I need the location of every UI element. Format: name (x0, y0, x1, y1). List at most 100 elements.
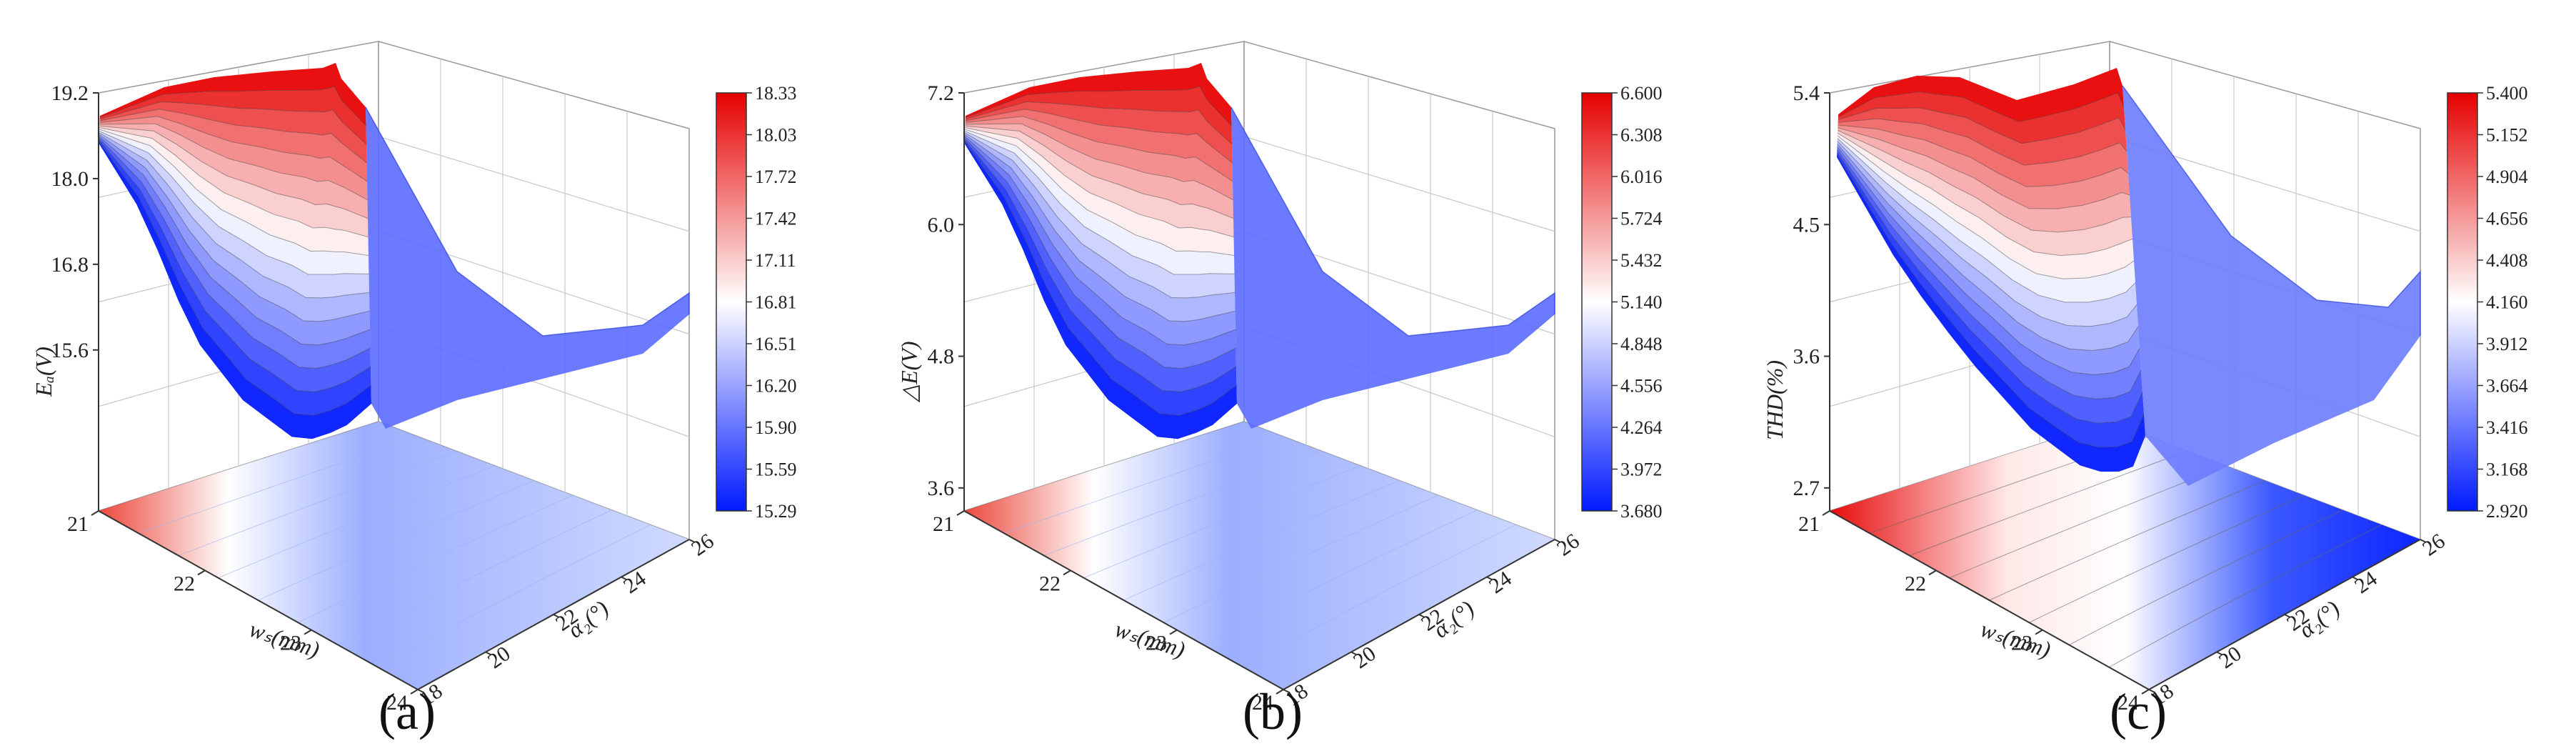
colorbar-tick-label: 5.140 (1620, 292, 1663, 313)
surface-band (965, 63, 1232, 126)
floor-contour-line (2029, 494, 2305, 623)
panel-label: (a) (379, 683, 436, 740)
surface-band (99, 101, 367, 163)
surface-contour-line (963, 139, 1237, 393)
surface-band (1838, 119, 2128, 187)
surface-contour-line (965, 127, 1234, 238)
surface-band (1837, 138, 2137, 327)
y-tick-mark (1350, 651, 1358, 656)
surface-contour-line (99, 116, 368, 182)
colorbar-tick-label: 6.308 (1620, 125, 1663, 146)
surface-contour-line (1837, 141, 2138, 327)
surface-contour-line (965, 109, 1233, 164)
surface-band (964, 137, 1236, 392)
floor-contour-line (338, 509, 612, 645)
floor-contour-line (138, 436, 418, 534)
surface-contour-line (965, 125, 1234, 219)
surface-contour-line (98, 141, 371, 416)
x-tick-label: 24 (386, 691, 408, 715)
surface-contour-line (99, 132, 370, 299)
colorbar-tick-label: 5.432 (1620, 250, 1663, 271)
surface-band (965, 109, 1233, 181)
surface-band (99, 127, 369, 256)
floor-contour-line (1163, 494, 1439, 623)
surface-contour-line (964, 134, 1236, 322)
floor-contour-line (1203, 509, 1478, 645)
chart-panel-c: 5.44.53.62.7THD(%)21222324wₛ(mm)18202224… (1762, 41, 2528, 740)
surface-band (964, 132, 1236, 322)
floor-contour-line (2069, 509, 2343, 645)
surface-contour-line (963, 141, 1237, 416)
z-tick-label: 4.5 (1793, 213, 1820, 237)
x-tick-label: 24 (2118, 691, 2139, 715)
colorbar-tick-label: 4.160 (2486, 292, 2528, 313)
surface-contour-line (99, 123, 368, 201)
surface-band (1837, 146, 2141, 399)
floor-contour-line (258, 480, 534, 601)
surface-contour-line (99, 101, 367, 145)
y-tick-mark (553, 614, 560, 618)
colorbar-tick-label: 15.90 (755, 417, 797, 438)
chart-panel-b: 7.26.04.83.6△E(V)21222324wₛ(mm)182022242… (896, 41, 1663, 740)
floor-contour-line (377, 524, 651, 668)
y-tick-mark (1554, 539, 1561, 543)
colorbar-tick-label: 17.42 (755, 209, 797, 229)
surface-band (965, 126, 1234, 237)
surface-contour-line (99, 129, 369, 256)
z-tick-label: 4.8 (928, 345, 955, 369)
floor-contour-map (99, 422, 689, 690)
floor-contour-line (1949, 465, 2227, 579)
colorbar-tick-label: 6.600 (1620, 83, 1663, 104)
x-tick-mark (1822, 510, 1830, 516)
colorbar-tick-label: 16.81 (755, 292, 797, 313)
surface-flank (2123, 86, 2420, 486)
surface-contour-line (965, 101, 1233, 145)
surface-contour-line (1837, 135, 2135, 279)
y-tick-mark (2352, 576, 2359, 581)
x-axis-line (98, 510, 419, 690)
surface-contour-line (964, 136, 1236, 346)
surface-band (1838, 127, 2131, 232)
surface-contour-line (964, 130, 1235, 275)
colorbar (1581, 92, 1613, 512)
colorbar-tick-label: 5.400 (2486, 83, 2528, 104)
y-tick-mark (2216, 651, 2223, 656)
z-axis-label: Eₐ(V) (31, 347, 56, 397)
surface-band (1838, 68, 2124, 122)
surface-contour-line (99, 136, 371, 346)
surface-contour-line (964, 137, 1236, 369)
surface-contour-line (964, 129, 1235, 256)
x-tick-mark (91, 510, 99, 516)
surface-band (99, 129, 369, 274)
colorbar-tick-label: 18.33 (755, 83, 797, 104)
x-tick-mark (1063, 570, 1071, 576)
x-tick-mark (956, 510, 965, 516)
x-tick-label: 23 (1146, 632, 1167, 655)
surface-contour-line (99, 86, 366, 126)
x-tick-mark (1928, 570, 1937, 576)
surface-band (99, 124, 369, 219)
surface-band (99, 139, 371, 416)
surface-contour-line (1836, 151, 2143, 424)
surface-ridge (1231, 106, 1555, 337)
surface-band (99, 86, 367, 144)
colorbar-tick-label: 16.20 (755, 376, 797, 397)
floor-contour-line (218, 465, 496, 579)
surface-contour-line (965, 86, 1232, 126)
z-tick-label: 19.2 (51, 81, 89, 105)
colorbar-tick-label: 17.72 (755, 166, 797, 187)
surface-band (1838, 130, 2133, 256)
z-tick-label: 2.7 (1793, 477, 1820, 500)
floor-contour-line (1003, 436, 1283, 534)
colorbar-tick-label: 16.51 (755, 334, 797, 354)
colorbar-tick-label: 3.972 (1620, 459, 1663, 480)
surface-band (1837, 141, 2138, 351)
surface-band (1838, 108, 2127, 166)
surface-band (965, 116, 1233, 200)
z-tick-label: 3.6 (1793, 345, 1820, 369)
surface-contour-line (99, 125, 369, 219)
colorbar-tick-label: 3.416 (2486, 417, 2528, 438)
surface-flank (1231, 107, 1555, 429)
surface-band (964, 131, 1235, 298)
